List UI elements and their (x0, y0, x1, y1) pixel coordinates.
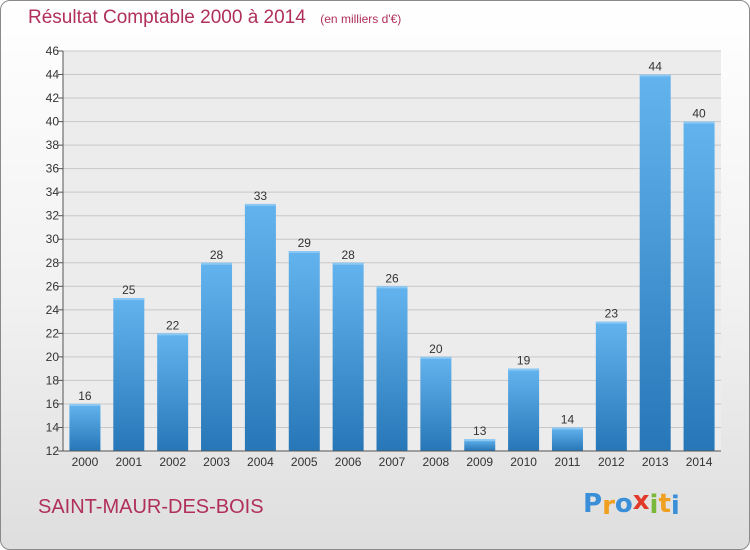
chart-title: Résultat Comptable 2000 à 2014 (en milli… (28, 7, 401, 29)
y-tick-label: 46 (46, 44, 60, 58)
data-label: 20 (429, 342, 443, 356)
bar-highlight (113, 298, 145, 301)
chart-unit: (en milliers d'€) (320, 12, 402, 26)
x-tick-label: 2004 (247, 455, 274, 469)
data-label: 28 (341, 248, 355, 262)
y-tick-label: 38 (46, 138, 60, 152)
y-tick-label: 34 (46, 185, 60, 199)
bar-highlight (595, 321, 627, 324)
x-tick-label: 2006 (335, 455, 362, 469)
y-tick-label: 42 (46, 91, 60, 105)
y-tick-label: 16 (46, 397, 60, 411)
bar-highlight (288, 251, 320, 253)
x-tick-label: 2012 (598, 455, 625, 469)
y-tick-label: 24 (46, 303, 60, 317)
y-tick-label: 44 (46, 68, 60, 82)
x-tick-label: 2001 (115, 455, 142, 469)
data-label: 44 (649, 60, 663, 74)
x-tick-label: 2003 (203, 455, 230, 469)
bar (595, 321, 627, 451)
data-label: 33 (254, 189, 268, 203)
x-tick-label: 2014 (686, 455, 713, 469)
logo-letter: P (583, 489, 603, 519)
chart-title-text: Résultat Comptable 2000 à 2014 (28, 7, 306, 28)
data-label: 13 (473, 424, 487, 438)
x-tick-label: 2013 (642, 455, 669, 469)
bar-highlight (683, 121, 715, 124)
y-tick-label: 32 (46, 209, 60, 223)
bar (508, 368, 540, 451)
proxiti-logo: Proxiti (583, 486, 693, 529)
bar-highlight (420, 356, 452, 359)
bar-highlight (376, 286, 408, 289)
bar (201, 262, 233, 451)
logo-letter: r (602, 491, 615, 521)
y-tick-label: 14 (46, 420, 60, 434)
x-tick-label: 2010 (510, 455, 537, 469)
data-label: 16 (78, 389, 92, 403)
bar (639, 74, 671, 451)
commune-name: SAINT-MAUR-DES-BOIS (38, 496, 264, 518)
bar (332, 262, 364, 451)
y-tick-label: 22 (46, 326, 60, 340)
y-tick-label: 20 (46, 350, 60, 364)
bar-highlight (639, 74, 671, 77)
logo-letter: t (658, 489, 671, 519)
data-label: 23 (605, 307, 619, 321)
data-label: 25 (122, 283, 136, 297)
bar (157, 333, 189, 451)
x-tick-label: 2005 (291, 455, 318, 469)
x-tick-label: 2000 (72, 455, 99, 469)
y-tick-label: 36 (46, 162, 60, 176)
x-tick-label: 2002 (159, 455, 186, 469)
data-label: 26 (385, 271, 399, 285)
data-label: 19 (517, 354, 531, 368)
y-tick-label: 40 (46, 115, 60, 129)
y-tick-label: 30 (46, 232, 60, 246)
x-tick-label: 2008 (423, 455, 450, 469)
bar (244, 203, 276, 451)
bar-highlight (244, 203, 276, 206)
bar (464, 439, 496, 451)
bar-highlight (201, 262, 233, 265)
x-tick-label: 2011 (555, 455, 581, 469)
data-label: 22 (166, 318, 180, 332)
data-label: 14 (561, 412, 575, 426)
y-tick-label: 28 (46, 256, 60, 270)
logo-letter: i (670, 491, 680, 521)
logo-letter: i (649, 490, 659, 520)
bar (683, 121, 715, 452)
data-label: 29 (298, 236, 312, 250)
bar-highlight (464, 439, 496, 442)
data-label: 40 (692, 107, 706, 121)
bar-highlight (332, 262, 364, 265)
bar (420, 356, 452, 451)
bar (288, 251, 320, 451)
bar-highlight (69, 403, 101, 406)
x-tick-label: 2007 (379, 455, 406, 469)
bar (69, 403, 101, 451)
data-label: 28 (210, 248, 224, 262)
bar (551, 427, 583, 451)
bar (113, 298, 145, 451)
logo-letter: x (632, 486, 650, 516)
x-tick-label: 2009 (466, 455, 493, 469)
logo-letter: o (614, 489, 633, 519)
bar-highlight (157, 333, 189, 336)
bar-highlight (551, 427, 583, 430)
bar-highlight (508, 368, 540, 371)
y-tick-label: 26 (46, 279, 60, 293)
bar (376, 286, 408, 451)
y-tick-label: 12 (46, 444, 60, 458)
y-tick-label: 18 (46, 373, 60, 387)
